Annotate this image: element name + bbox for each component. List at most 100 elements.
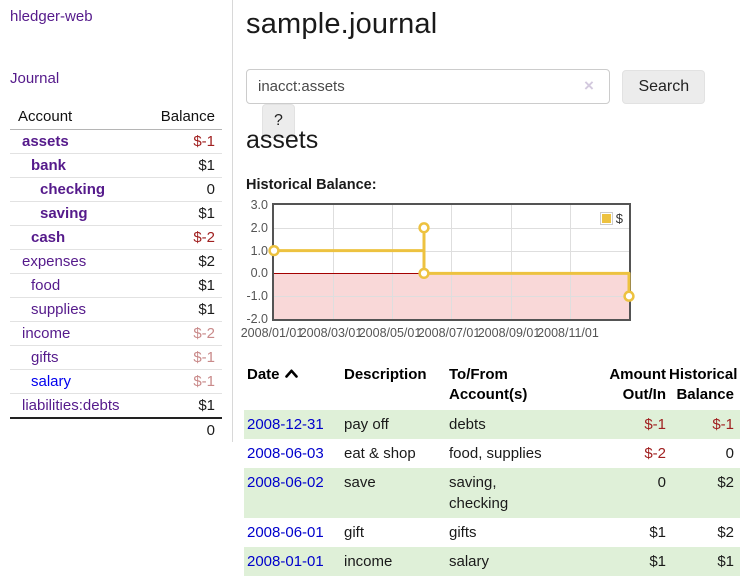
account-balance: $-1 xyxy=(139,345,222,370)
y-tick: 1.0 xyxy=(250,244,268,258)
transaction-date-link[interactable]: 2008-06-02 xyxy=(247,474,324,491)
account-balance: $-1 xyxy=(139,369,222,394)
account-row-checking: checking 0 xyxy=(10,177,222,202)
gridline xyxy=(274,251,629,252)
gridline xyxy=(451,205,452,319)
account-link-liabilities-debts[interactable]: liabilities:debts xyxy=(22,396,120,414)
account-link-gifts[interactable]: gifts xyxy=(31,349,59,366)
transaction-amount: $-1 xyxy=(644,416,666,433)
chart-legend: $ xyxy=(597,210,625,227)
transaction-tofrom: salary xyxy=(449,553,490,570)
transaction-tofrom: food, supplies xyxy=(449,445,542,462)
account-row-food: food $1 xyxy=(10,273,222,298)
account-balance: $1 xyxy=(139,297,222,322)
account-row-saving: saving $1 xyxy=(10,201,222,226)
transaction-description: eat & shop xyxy=(344,445,416,462)
transaction-amount: $-2 xyxy=(644,445,666,462)
legend-swatch-icon xyxy=(599,212,613,225)
gridline xyxy=(274,228,629,229)
gridline xyxy=(570,205,571,319)
transaction-date-link[interactable]: 2008-06-01 xyxy=(247,524,324,541)
transaction-amount: 0 xyxy=(657,474,666,491)
transactions-table: Date Description To/From Account(s) Amou… xyxy=(244,362,740,576)
page-title: sample.journal xyxy=(246,8,438,40)
brand-link[interactable]: hledger-web xyxy=(10,8,93,25)
transaction-balance: $2 xyxy=(717,524,734,541)
transaction-row[interactable]: 2008-12-31 pay off debts $-1 $-1 xyxy=(244,410,740,439)
column-header-balance: Historical Balance xyxy=(669,366,738,403)
account-link-assets[interactable]: assets xyxy=(22,133,69,150)
transaction-tofrom: gifts xyxy=(449,524,477,541)
account-link-bank[interactable]: bank xyxy=(31,157,67,174)
x-tick: 2008/07/01 xyxy=(417,326,481,340)
transaction-amount: $1 xyxy=(649,553,666,570)
x-tick: 2008/11/01 xyxy=(537,326,599,340)
legend-label: $ xyxy=(615,211,623,226)
gridline xyxy=(511,205,512,319)
account-row-assets: assets $-1 xyxy=(10,129,222,154)
transaction-date-link[interactable]: 2008-01-01 xyxy=(247,553,324,570)
account-link-expenses[interactable]: expenses xyxy=(22,253,87,270)
account-row-liabilities-debts: liabilities:debts $1 xyxy=(10,393,222,418)
search-button[interactable]: Search xyxy=(622,69,706,104)
gridline xyxy=(392,205,393,319)
account-balance: $1 xyxy=(139,393,222,418)
transaction-balance: $1 xyxy=(717,553,734,570)
account-row-expenses: expenses $2 xyxy=(10,249,222,274)
column-header-date[interactable]: Date xyxy=(244,362,341,410)
x-axis: 2008/01/01 2008/03/01 2008/05/01 2008/07… xyxy=(241,326,631,342)
account-balance: $-2 xyxy=(139,225,222,250)
clear-search-icon[interactable]: × xyxy=(584,76,594,95)
sidebar: hledger-web Journal Account Balance asse… xyxy=(0,0,233,442)
account-link-supplies[interactable]: supplies xyxy=(31,301,87,318)
transactions-header-row: Date Description To/From Account(s) Amou… xyxy=(244,362,740,410)
account-row-income: income $-2 xyxy=(10,321,222,346)
sort-ascending-icon xyxy=(284,369,298,378)
account-link-cash[interactable]: cash xyxy=(31,229,66,246)
main-content: sample.journal × Search ? assets Histori… xyxy=(233,0,742,582)
account-link-income[interactable]: income xyxy=(22,325,71,342)
data-point[interactable] xyxy=(418,222,430,234)
y-tick: 0.0 xyxy=(250,266,268,280)
balance-series-line xyxy=(268,222,635,302)
accounts-total-row: 0 xyxy=(10,416,222,442)
sidebar-item-journal[interactable]: Journal xyxy=(10,70,60,87)
account-row-bank: bank $1 xyxy=(10,153,222,178)
data-point[interactable] xyxy=(418,267,430,280)
gridline xyxy=(333,205,334,319)
account-balance: $2 xyxy=(139,249,222,274)
x-tick: 2008/01/01 xyxy=(240,326,304,340)
transaction-row[interactable]: 2008-06-02 save saving, checking 0 $2 xyxy=(244,468,740,518)
accounts-header-balance: Balance xyxy=(139,106,222,130)
data-point[interactable] xyxy=(268,244,280,257)
transaction-row[interactable]: 2008-01-01 income salary $1 $1 xyxy=(244,547,740,576)
account-link-saving[interactable]: saving xyxy=(40,205,88,222)
transaction-description: income xyxy=(344,553,393,570)
transaction-date-link[interactable]: 2008-06-03 xyxy=(247,445,324,462)
account-link-checking[interactable]: checking xyxy=(40,181,106,198)
account-balance: $1 xyxy=(139,201,222,226)
search-help-button[interactable]: ? xyxy=(262,104,295,138)
transaction-date-link[interactable]: 2008-12-31 xyxy=(247,416,324,433)
account-heading: assets xyxy=(246,126,319,154)
gridline xyxy=(274,296,629,297)
chart-title: Historical Balance: xyxy=(246,177,377,193)
transaction-row[interactable]: 2008-06-01 gift gifts $1 $2 xyxy=(244,518,740,547)
account-balance: 0 xyxy=(139,177,222,202)
accounts-header-row: Account Balance xyxy=(10,106,222,130)
transaction-description: pay off xyxy=(344,416,389,433)
account-row-gifts: gifts $-1 xyxy=(10,345,222,370)
account-balance: $-2 xyxy=(139,321,222,346)
transaction-row[interactable]: 2008-06-03 eat & shop food, supplies $-2… xyxy=(244,439,740,468)
x-tick: 2008/05/01 xyxy=(358,326,422,340)
column-header-tofrom: To/From Account(s) xyxy=(449,366,528,403)
account-link-salary[interactable]: salary xyxy=(31,373,72,390)
account-row-cash: cash $-2 xyxy=(10,225,222,250)
plot-area[interactable]: $ xyxy=(268,203,635,321)
data-point[interactable] xyxy=(623,290,635,302)
account-link-food[interactable]: food xyxy=(31,277,61,294)
column-header-description: Description xyxy=(344,366,427,383)
search-input[interactable] xyxy=(246,69,610,104)
account-balance: $1 xyxy=(139,273,222,298)
account-balance: $1 xyxy=(139,153,222,178)
